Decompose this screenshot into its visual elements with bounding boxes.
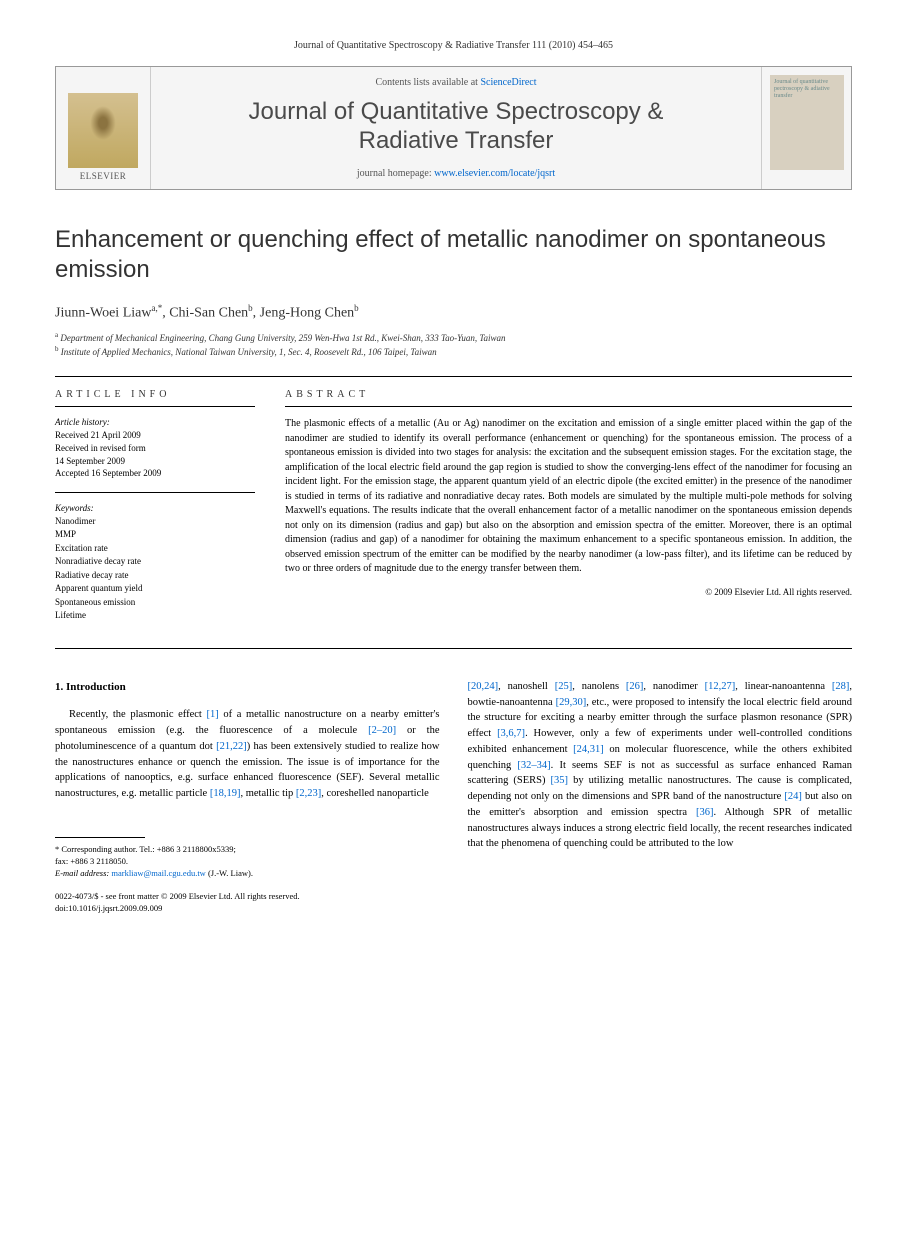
doi-line: doi:10.1016/j.jqsrt.2009.09.009 [55,903,440,915]
abstract-copyright: © 2009 Elsevier Ltd. All rights reserved… [285,587,852,597]
body-col-left: 1. Introduction Recently, the plasmonic … [55,679,440,915]
abstract-heading: ABSTRACT [285,389,852,400]
body-col-right: [20,24], nanoshell [25], nanolens [26], … [468,679,853,915]
author-1: Jiunn-Woei Liaw [55,305,151,320]
keywords-divider [55,492,255,493]
bottom-divider [55,648,852,649]
journal-cover-icon: Journal of quantitative pectroscopy & ad… [770,75,844,170]
keywords-list: Nanodimer MMP Excitation rate Nonradiati… [55,515,255,623]
article-title: Enhancement or quenching effect of metal… [55,225,852,285]
abstract-text: The plasmonic effects of a metallic (Au … [285,417,852,577]
article-info-heading: ARTICLE INFO [55,389,255,400]
masthead: ELSEVIER Contents lists available at Sci… [55,66,852,190]
homepage-prefix: journal homepage: [357,168,434,179]
history-text: Received 21 April 2009 Received in revis… [55,429,255,479]
corr-email-line: E-mail address: markliaw@mail.cgu.edu.tw… [55,868,440,880]
sciencedirect-link[interactable]: ScienceDirect [480,77,536,88]
homepage-link[interactable]: www.elsevier.com/locate/jqsrt [434,168,555,179]
intro-para-right: [20,24], nanoshell [25], nanolens [26], … [468,679,853,852]
elsevier-tree-icon [68,93,138,168]
author-3-sup: b [354,303,359,313]
corresponding-author-footnote: * Corresponding author. Tel.: +886 3 211… [55,844,440,880]
top-divider [55,376,852,377]
author-2: , Chi-San Chen [162,305,248,320]
footnote-divider [55,837,145,838]
cover-thumbnail-block: Journal of quantitative pectroscopy & ad… [761,67,851,189]
email-link[interactable]: markliaw@mail.cgu.edu.tw [111,868,205,878]
front-matter-line: 0022-4073/$ - see front matter © 2009 El… [55,891,440,903]
email-label: E-mail address: [55,868,111,878]
affiliation-a: a Department of Mechanical Engineering, … [55,331,852,345]
abstract-column: ABSTRACT The plasmonic effects of a meta… [285,389,852,622]
header-citation: Journal of Quantitative Spectroscopy & R… [55,40,852,51]
contents-prefix: Contents lists available at [375,77,480,88]
author-3: , Jeng-Hong Chen [253,305,355,320]
authors-line: Jiunn-Woei Liawa,*, Chi-San Chen b, Jeng-… [55,303,852,322]
keywords-label: Keywords: [55,503,255,513]
body-columns: 1. Introduction Recently, the plasmonic … [55,679,852,915]
masthead-center: Contents lists available at ScienceDirec… [151,67,761,189]
author-1-sup: a,* [151,303,162,313]
info-abstract-row: ARTICLE INFO Article history: Received 2… [55,389,852,622]
intro-para-left: Recently, the plasmonic effect [1] of a … [55,707,440,802]
corr-tel: * Corresponding author. Tel.: +886 3 211… [55,844,440,856]
affiliations: a Department of Mechanical Engineering, … [55,331,852,358]
info-divider [55,406,255,407]
doi-block: 0022-4073/$ - see front matter © 2009 El… [55,891,440,915]
section-heading: 1. Introduction [55,679,440,696]
corr-fax: fax: +886 3 2118050. [55,856,440,868]
contents-available: Contents lists available at ScienceDirec… [166,77,746,88]
journal-homepage: journal homepage: www.elsevier.com/locat… [166,168,746,179]
article-info: ARTICLE INFO Article history: Received 2… [55,389,255,622]
elsevier-label: ELSEVIER [80,171,127,181]
history-label: Article history: [55,417,255,427]
email-suffix: (J.-W. Liaw). [206,868,253,878]
abstract-divider [285,406,852,407]
affiliation-b: b Institute of Applied Mechanics, Nation… [55,345,852,359]
journal-name: Journal of Quantitative Spectroscopy & R… [166,98,746,156]
publisher-logo-block: ELSEVIER [56,67,151,189]
